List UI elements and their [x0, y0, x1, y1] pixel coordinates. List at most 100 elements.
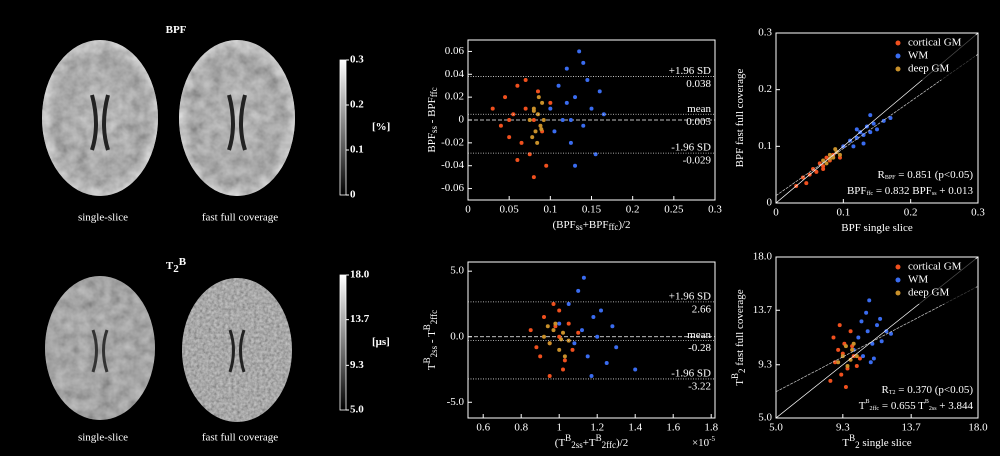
scatter-point — [561, 118, 565, 122]
text-part: = 0.832 BPF — [873, 185, 932, 197]
scatter-point — [536, 89, 540, 93]
scatter-point — [548, 341, 552, 345]
x-tick-label: 18.0 — [968, 422, 988, 434]
scatter-point — [491, 107, 495, 111]
x-tick-label: 1.4 — [628, 422, 642, 434]
scatter-point — [852, 342, 856, 346]
scatter-point — [595, 335, 599, 339]
y-tick-label: 0 — [767, 197, 773, 209]
y-tick-label: 0.0 — [450, 330, 464, 342]
colorbar-unit: [%] — [372, 121, 390, 133]
y-tick-label: 0.02 — [445, 91, 464, 103]
y-tick-label: 0.2 — [758, 83, 772, 95]
scatter-point — [586, 354, 590, 358]
colorbar-tick-label: 5.0 — [350, 404, 364, 416]
scatter-point — [530, 135, 534, 139]
text-part: BPF — [166, 24, 187, 36]
scatter-point — [580, 328, 584, 332]
scatter-point — [532, 109, 536, 113]
scatter-point — [542, 315, 546, 319]
text-part: ffc — [429, 87, 439, 97]
scatter-point — [524, 107, 528, 111]
x-tick-label: 1 — [556, 422, 562, 434]
scatter-point — [499, 124, 503, 128]
text-part: BPF single slice — [841, 222, 913, 234]
scatter-point — [836, 348, 840, 352]
text-part: BPF fast full coverage — [734, 69, 746, 168]
scatter-point — [838, 323, 842, 327]
scatter-point — [869, 360, 873, 364]
y-tick-label: 9.3 — [758, 358, 772, 370]
scatter-point — [878, 317, 882, 321]
text-part: BPF — [885, 175, 896, 181]
text-part: 2ffc — [602, 440, 616, 450]
x-tick-label: 1.6 — [666, 422, 680, 434]
scatter-point — [540, 101, 544, 105]
y-tick-label: 0.06 — [445, 45, 465, 57]
scatter-point — [581, 124, 585, 128]
scatter-point — [567, 302, 571, 306]
scatter-point — [539, 127, 543, 131]
scatter-point — [836, 360, 840, 364]
reference-label: +1.96 SD — [669, 290, 711, 302]
scatter-point — [839, 373, 843, 377]
text-part: fast full coverage — [734, 289, 746, 368]
scatter-point — [577, 49, 581, 53]
x-tick-label: 1.8 — [704, 422, 718, 434]
scatter-point — [851, 144, 855, 148]
scatter-point — [565, 67, 569, 71]
annotation: RT2 = 0.370 (p<0.05) — [882, 384, 974, 397]
brain-image — [45, 276, 155, 420]
scatter-point — [633, 367, 637, 371]
x-tick-label: 0 — [773, 207, 779, 219]
text-part: )/2 — [618, 219, 630, 231]
colorbar-tick-label: 0 — [350, 189, 356, 201]
scatter-point — [844, 385, 848, 389]
scatter-point — [557, 348, 561, 352]
text-part: +BPF — [583, 219, 609, 231]
scatter-point — [515, 84, 519, 88]
scatter-point — [614, 345, 618, 349]
scatter-point — [572, 341, 576, 345]
scatter-point — [844, 344, 848, 348]
text-part: - BPF — [426, 97, 438, 126]
x-tick-label: 0.3 — [971, 207, 985, 219]
scatter-point — [804, 181, 808, 185]
reference-value: 2.66 — [692, 303, 712, 315]
text-part: B — [925, 399, 929, 405]
y-tick-label: -0.06 — [441, 182, 464, 194]
scatter-point — [537, 95, 541, 99]
image-label: fast full coverage — [202, 432, 278, 444]
text-part: (T — [555, 437, 566, 449]
x-tick-label: 0.2 — [626, 204, 640, 216]
scatter-point — [855, 127, 859, 131]
text-part: - T — [426, 330, 438, 346]
text-part: + 0.013 — [937, 185, 974, 197]
y-tick-label: -0.02 — [441, 136, 464, 148]
text-part: B — [866, 399, 870, 405]
scatter-point — [573, 164, 577, 168]
colorbar-tick-label: 9.3 — [350, 359, 364, 371]
scatter-point — [591, 315, 595, 319]
y-tick-label: 5.0 — [758, 412, 772, 424]
reference-label: mean — [687, 103, 711, 115]
legend-label: cortical GM — [908, 37, 962, 49]
legend-label: cortical GM — [908, 261, 962, 273]
scatter-point — [552, 328, 556, 332]
colorbar-tick-label: 0.1 — [350, 144, 364, 156]
y-tick-label: -5.0 — [447, 396, 465, 408]
scatter-point — [552, 129, 556, 133]
image-label: fast full coverage — [202, 212, 278, 224]
reference-value: -0.029 — [683, 155, 712, 167]
scatter-point — [548, 374, 552, 378]
text-part: BPF — [426, 133, 438, 153]
scatter-point — [880, 339, 884, 343]
colorbar — [340, 60, 346, 195]
scatter-point — [569, 141, 573, 145]
scatter-point — [520, 141, 524, 145]
text-part: 2ffc — [429, 310, 439, 324]
scatter-point — [528, 118, 532, 122]
reference-value: -3.22 — [688, 380, 711, 392]
scatter-point — [821, 167, 825, 171]
scatter-point — [864, 311, 868, 315]
